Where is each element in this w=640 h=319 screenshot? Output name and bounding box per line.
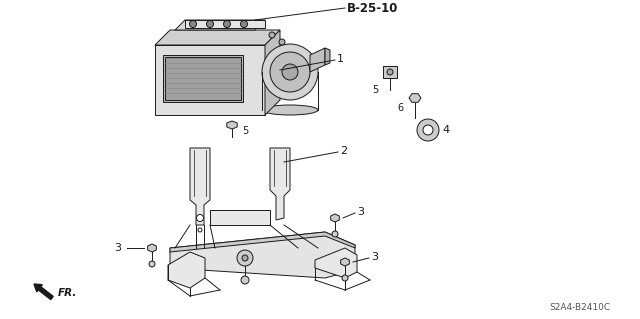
Ellipse shape bbox=[194, 193, 206, 199]
Circle shape bbox=[207, 20, 214, 27]
Circle shape bbox=[282, 64, 298, 80]
Ellipse shape bbox=[262, 105, 318, 115]
Polygon shape bbox=[168, 252, 205, 288]
Circle shape bbox=[332, 231, 338, 237]
Polygon shape bbox=[185, 20, 265, 28]
Polygon shape bbox=[265, 30, 280, 115]
Circle shape bbox=[242, 255, 248, 261]
Polygon shape bbox=[210, 210, 270, 225]
Polygon shape bbox=[155, 45, 265, 115]
Text: 1: 1 bbox=[337, 54, 344, 64]
Text: FR.: FR. bbox=[58, 288, 77, 298]
Polygon shape bbox=[270, 148, 290, 220]
Text: 5: 5 bbox=[372, 85, 378, 95]
Circle shape bbox=[269, 32, 275, 38]
Polygon shape bbox=[310, 48, 325, 72]
Polygon shape bbox=[148, 244, 156, 252]
Polygon shape bbox=[331, 214, 339, 222]
Circle shape bbox=[198, 228, 202, 232]
Circle shape bbox=[196, 214, 204, 221]
Circle shape bbox=[270, 52, 310, 92]
Bar bbox=[165, 57, 241, 100]
Bar bbox=[163, 55, 243, 102]
Circle shape bbox=[262, 44, 318, 100]
FancyArrow shape bbox=[34, 284, 53, 300]
Text: 3: 3 bbox=[357, 207, 364, 217]
Polygon shape bbox=[315, 248, 357, 278]
Polygon shape bbox=[175, 20, 265, 30]
Circle shape bbox=[149, 261, 155, 267]
Text: 5: 5 bbox=[242, 126, 248, 136]
Text: 4: 4 bbox=[442, 125, 449, 135]
Circle shape bbox=[387, 69, 393, 75]
Text: S2A4-B2410C: S2A4-B2410C bbox=[549, 303, 611, 313]
Circle shape bbox=[342, 275, 348, 281]
Circle shape bbox=[241, 20, 248, 27]
Polygon shape bbox=[340, 258, 349, 266]
Circle shape bbox=[223, 20, 230, 27]
Polygon shape bbox=[325, 48, 330, 65]
Text: 3: 3 bbox=[114, 243, 121, 253]
Polygon shape bbox=[383, 66, 397, 78]
Circle shape bbox=[241, 276, 249, 284]
Circle shape bbox=[237, 250, 253, 266]
Polygon shape bbox=[190, 148, 210, 225]
Polygon shape bbox=[155, 30, 280, 45]
Text: 2: 2 bbox=[340, 146, 347, 156]
Polygon shape bbox=[227, 121, 237, 129]
Text: 6: 6 bbox=[397, 103, 403, 113]
Circle shape bbox=[423, 125, 433, 135]
Circle shape bbox=[279, 39, 285, 45]
Circle shape bbox=[189, 20, 196, 27]
Text: B-25-10: B-25-10 bbox=[347, 2, 398, 14]
Circle shape bbox=[417, 119, 439, 141]
Text: 3: 3 bbox=[371, 252, 378, 262]
Ellipse shape bbox=[274, 183, 286, 189]
Polygon shape bbox=[170, 232, 355, 252]
Polygon shape bbox=[409, 94, 421, 102]
Polygon shape bbox=[170, 232, 355, 278]
